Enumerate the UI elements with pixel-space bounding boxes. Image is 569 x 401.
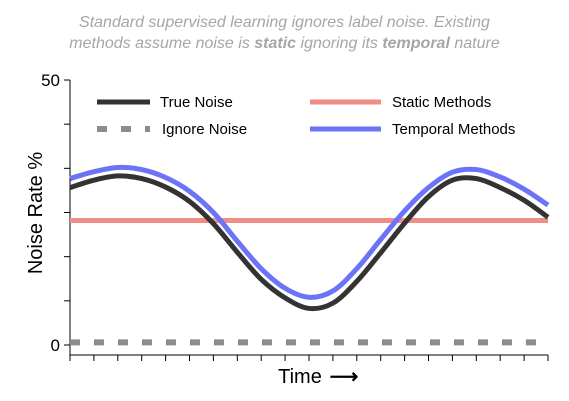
- series-line-temporal-methods: [69, 164, 550, 300]
- x-axis-label: Time: [278, 366, 322, 388]
- chart-subtitle: Standard supervised learning ignores lab…: [0, 12, 569, 54]
- y-axis-label: Noise Rate %: [25, 152, 47, 274]
- legend-label-temporal-methods: Temporal Methods: [392, 121, 515, 138]
- subtitle-line-2: methods assume noise is static ignoring …: [0, 33, 569, 54]
- legend-label-true-noise: True Noise: [160, 94, 233, 111]
- chart-legend: True Noise Ignore Noise Static Methods Temp…: [97, 94, 515, 138]
- subtitle-temporal-emphasis: temporal: [382, 35, 450, 52]
- subtitle-line-2-mid: ignoring its: [296, 35, 383, 52]
- series-line-true-noise: [69, 173, 550, 312]
- legend-label-ignore-noise: Ignore Noise: [162, 121, 247, 138]
- y-tick-label: 0: [51, 336, 60, 355]
- legend-label-static-methods: Static Methods: [392, 94, 491, 111]
- y-tick-label: 50: [41, 71, 60, 90]
- chart-series: [69, 164, 550, 346]
- subtitle-line-1: Standard supervised learning ignores lab…: [79, 14, 490, 31]
- subtitle-line-2-post: nature: [449, 35, 500, 52]
- x-axis-arrow-icon: ⟶: [330, 366, 359, 388]
- chart-axes: 0 50: [41, 71, 549, 361]
- subtitle-line-2-pre: methods assume noise is: [69, 35, 255, 52]
- subtitle-static-emphasis: static: [254, 35, 297, 52]
